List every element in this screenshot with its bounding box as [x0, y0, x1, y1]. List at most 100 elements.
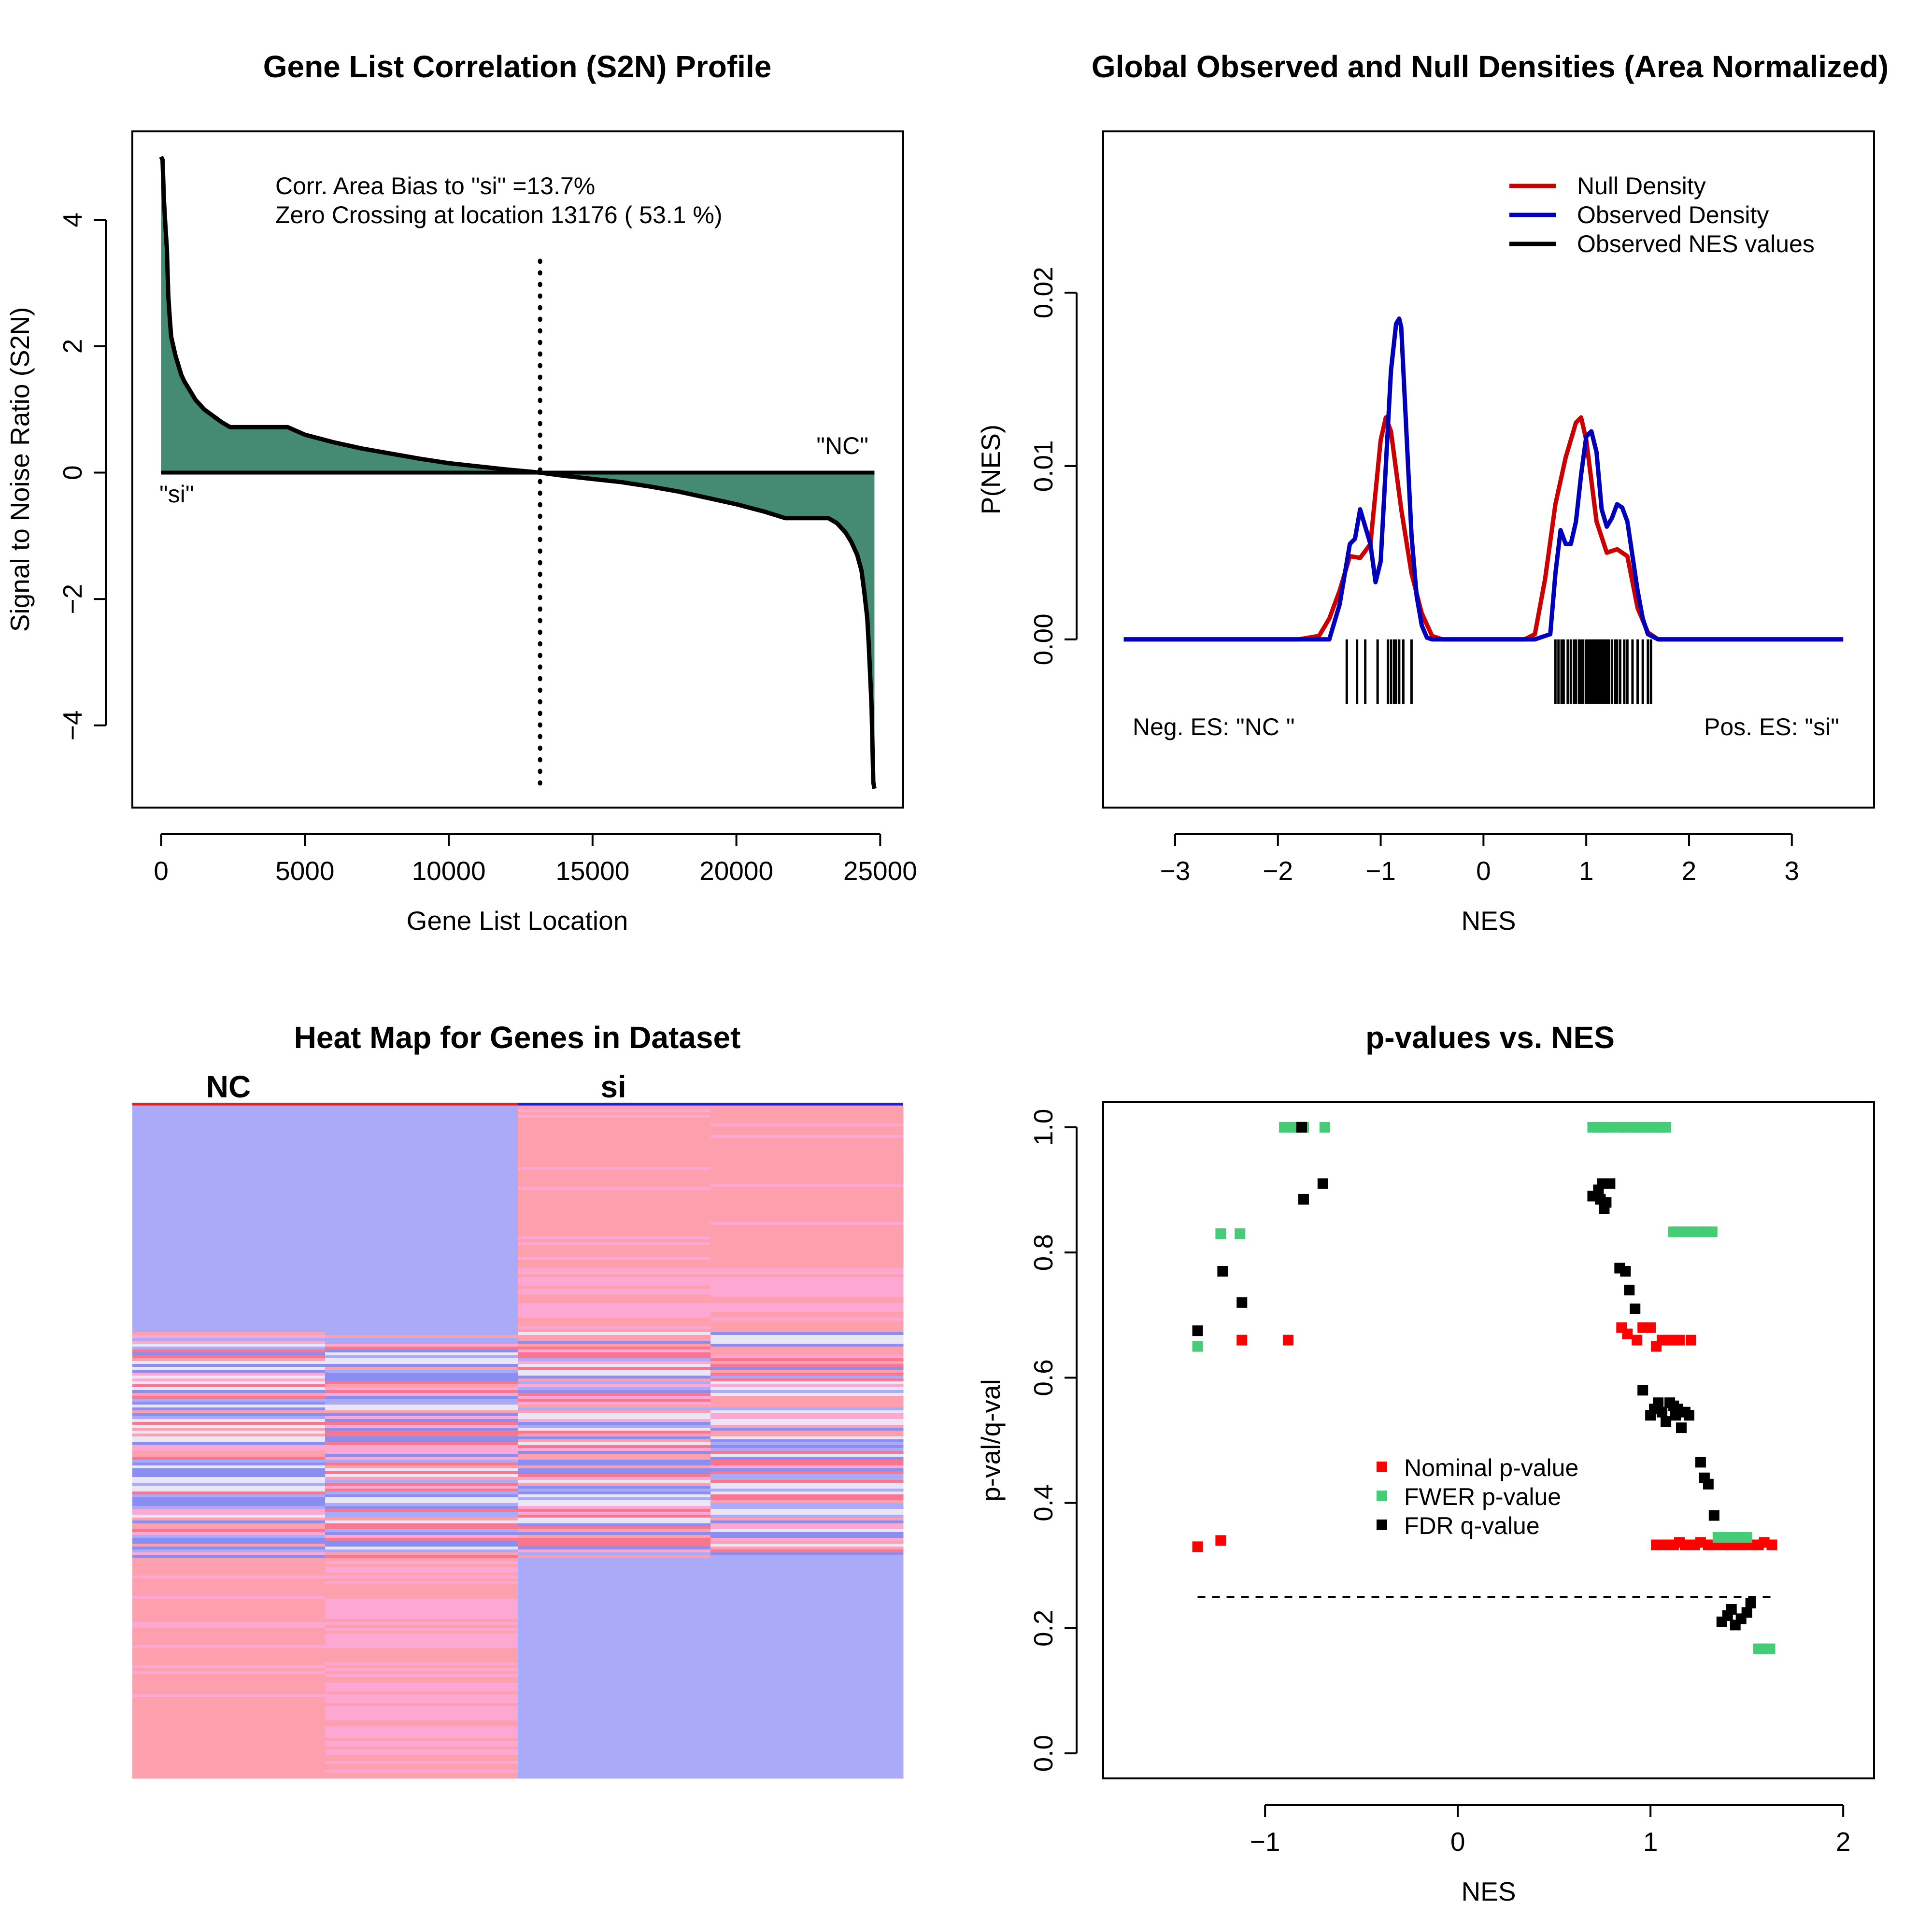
heatmap-cell: [325, 1190, 518, 1193]
heatmap-cell: [518, 1364, 711, 1367]
heatmap-cell: [710, 1312, 904, 1315]
heatmap-cell: [132, 1500, 326, 1504]
heatmap-cell: [132, 1648, 326, 1651]
heatmap-cell: [518, 1477, 711, 1480]
heatmap-cell: [710, 1628, 904, 1631]
heatmap-cell: [132, 1758, 326, 1762]
heatmap-cell: [710, 1292, 904, 1295]
heatmap-cell: [710, 1523, 904, 1527]
heatmap-cell: [325, 1477, 518, 1480]
heatmap-cell: [518, 1448, 711, 1451]
heatmap-cell: [518, 1179, 711, 1182]
heatmap-cell: [325, 1764, 518, 1767]
x-tick-label: 5000: [275, 856, 334, 886]
heatmap-cell: [325, 1552, 518, 1556]
heatmap-cell: [710, 1150, 904, 1153]
heatmap-cell: [710, 1390, 904, 1393]
heatmap-cell: [710, 1164, 904, 1167]
heatmap-cell: [710, 1457, 904, 1460]
heatmap-cell: [132, 1515, 326, 1518]
heatmap-cell: [518, 1376, 711, 1379]
heatmap-cell: [710, 1413, 904, 1417]
heatmap-cell: [325, 1549, 518, 1553]
heatmap-cell: [710, 1773, 904, 1776]
heatmap-cell: [325, 1370, 518, 1373]
heatmap-cell: [325, 1231, 518, 1234]
heatmap-cell: [325, 1361, 518, 1364]
heatmap-cell: [518, 1723, 711, 1727]
heatmap-cell: [710, 1535, 904, 1538]
heatmap-cell: [710, 1231, 904, 1234]
fwer-p-value-point: [1319, 1122, 1330, 1133]
heatmap-cell: [710, 1393, 904, 1396]
heatmap-cell: [325, 1268, 518, 1272]
fdr-q-value-point: [1637, 1385, 1648, 1396]
heatmap-cell: [710, 1147, 904, 1150]
heatmap-cell: [518, 1181, 711, 1185]
heatmap-cell: [325, 1581, 518, 1585]
heatmap-cell: [710, 1697, 904, 1701]
heatmap-cell: [710, 1758, 904, 1762]
heatmap-cell: [518, 1770, 711, 1773]
heatmap-cell: [132, 1683, 326, 1686]
heatmap-cell: [325, 1425, 518, 1428]
legend-swatch-nominal: [1377, 1462, 1387, 1472]
heatmap-cell: [710, 1286, 904, 1289]
heatmap-cell: [518, 1367, 711, 1370]
heatmap-cell: [710, 1709, 904, 1712]
heatmap-cell: [518, 1625, 711, 1628]
heatmap-cell: [518, 1599, 711, 1602]
heatmap-cell: [518, 1419, 711, 1422]
heatmap-cell: [325, 1297, 518, 1301]
heatmap-cell: [710, 1216, 904, 1220]
heatmap-cell: [518, 1132, 711, 1136]
heatmap-cell: [710, 1434, 904, 1437]
heatmap-cell: [325, 1381, 518, 1385]
heatmap-cell: [325, 1184, 518, 1188]
legend: Nominal p-value FWER p-value FDR q-value: [1377, 1454, 1578, 1539]
heatmap-cell: [710, 1735, 904, 1738]
heatmap-cell: [325, 1755, 518, 1759]
nes-value-ticks: [1345, 639, 1652, 704]
nominal-p-value-point: [1192, 1541, 1203, 1552]
heatmap-cell: [518, 1187, 711, 1191]
heatmap-cell: [518, 1173, 711, 1176]
heatmap-cell: [518, 1231, 711, 1234]
heatmap-cell: [132, 1657, 326, 1660]
group-label-nc: NC: [206, 1069, 251, 1104]
heatmap-cell: [132, 1300, 326, 1304]
heatmap-cell: [710, 1651, 904, 1654]
heatmap-cell: [710, 1680, 904, 1683]
heatmap-cell: [325, 1341, 518, 1344]
heatmap-cell: [710, 1213, 904, 1217]
heatmap-cell: [132, 1451, 326, 1454]
heatmap-cell: [518, 1729, 711, 1733]
heatmap-cell: [518, 1147, 711, 1150]
heatmap-cell: [325, 1645, 518, 1648]
heatmap-cell: [132, 1126, 326, 1130]
heatmap-cell: [518, 1744, 711, 1747]
heatmap-cell: [710, 1532, 904, 1535]
fdr-q-value-point: [1595, 1193, 1606, 1205]
heatmap-cell: [132, 1671, 326, 1675]
heatmap-cell: [518, 1236, 711, 1240]
heatmap-cell: [710, 1425, 904, 1428]
heatmap-cell: [710, 1361, 904, 1364]
heatmap-cell: [710, 1631, 904, 1634]
heatmap-cell: [132, 1691, 326, 1695]
heatmap-cell: [710, 1729, 904, 1733]
nominal-p-value-point: [1685, 1335, 1696, 1346]
heatmap-cell: [325, 1715, 518, 1718]
heatmap-cell: [710, 1222, 904, 1225]
heatmap-cell: [518, 1712, 711, 1715]
heatmap-cell: [710, 1593, 904, 1596]
heatmap-cell: [518, 1216, 711, 1220]
group-bar-nc: [132, 1103, 518, 1106]
heatmap-cell: [325, 1141, 518, 1144]
heatmap-cell: [325, 1700, 518, 1704]
y-axis-label: p-val/q-val: [976, 1379, 1006, 1502]
heatmap-cell: [518, 1318, 711, 1321]
heatmap-cell: [518, 1715, 711, 1718]
heatmap-cell: [132, 1509, 326, 1512]
right-phenotype-label: "NC": [816, 432, 868, 459]
